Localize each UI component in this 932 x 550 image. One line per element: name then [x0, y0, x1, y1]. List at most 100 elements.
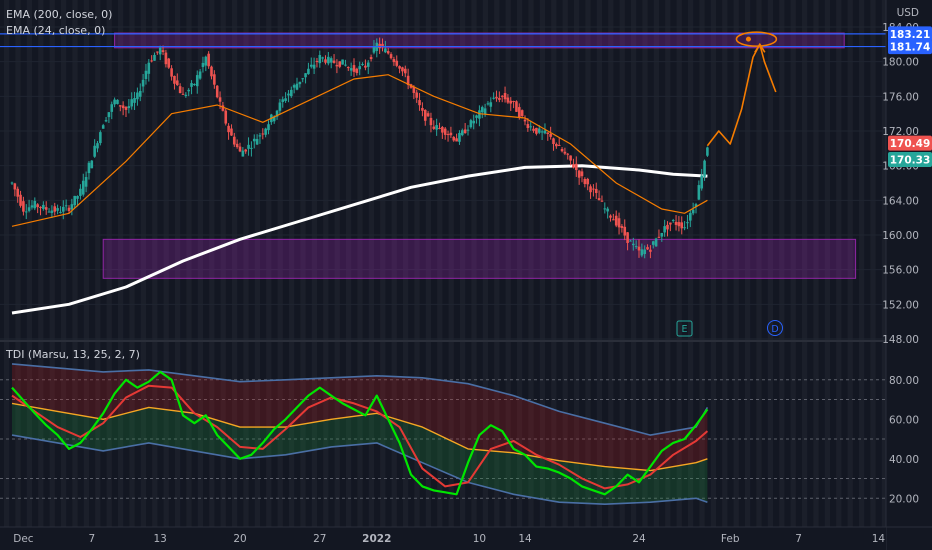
legend-tdi[interactable]: TDI (Marsu, 13, 25, 2, 7): [6, 348, 140, 361]
session-stripe: [551, 0, 557, 527]
tdi-tick-label: 80.00: [889, 375, 919, 387]
time-axis-background[interactable]: [0, 527, 886, 550]
session-stripes: [4, 0, 887, 527]
candle-body: [184, 94, 188, 97]
candle-body: [689, 213, 692, 221]
candle-body: [261, 133, 265, 135]
candle-body: [537, 128, 541, 133]
session-stripe: [357, 0, 363, 527]
candle-body: [498, 97, 501, 100]
session-stripe: [767, 0, 773, 527]
candle-body: [406, 75, 410, 86]
candle-body: [164, 52, 168, 65]
candle-body: [478, 110, 481, 119]
candle-body: [113, 99, 116, 105]
candle-body: [47, 211, 51, 213]
candle-body: [540, 131, 544, 133]
session-stripe: [528, 0, 534, 527]
session-stripe: [140, 0, 146, 527]
candle-body: [64, 205, 68, 207]
session-stripe: [232, 0, 238, 527]
session-stripe: [722, 0, 728, 527]
price-badge: [888, 151, 932, 167]
legend-ema200[interactable]: EMA (200, close, 0): [6, 8, 113, 21]
candle-body: [215, 85, 219, 98]
session-stripe: [859, 0, 865, 527]
session-stripe: [642, 0, 648, 527]
supply-demand-zone: [114, 32, 845, 49]
candle-body: [138, 90, 142, 97]
session-stripe: [300, 0, 306, 527]
time-tick-label: 13: [154, 533, 167, 545]
candle-body: [443, 128, 447, 135]
candle-body: [39, 206, 42, 209]
tdi-tick-label: 60.00: [889, 414, 919, 426]
session-stripe: [802, 0, 808, 527]
candle-body: [654, 238, 658, 247]
session-stripe: [870, 0, 876, 527]
candle-body: [446, 133, 450, 135]
candle-body: [386, 51, 390, 54]
legend-ema24[interactable]: EMA (24, close, 0): [6, 24, 106, 37]
session-stripe: [311, 0, 317, 527]
earnings-marker-label: E: [681, 324, 687, 335]
session-stripe: [38, 0, 44, 527]
candle-body: [489, 102, 493, 107]
session-stripe: [243, 0, 249, 527]
candle-body: [10, 182, 14, 184]
candle-body: [96, 143, 99, 149]
session-stripe: [403, 0, 409, 527]
candle-body: [415, 92, 418, 98]
session-stripe: [574, 0, 580, 527]
price-tick-label: 160.00: [882, 230, 919, 242]
session-stripe: [346, 0, 352, 527]
candle-body: [392, 58, 396, 63]
session-stripe: [368, 0, 374, 527]
price-axis-background[interactable]: [886, 0, 932, 550]
candle-body: [535, 127, 538, 134]
candle-body: [512, 101, 515, 103]
candle-body: [609, 215, 612, 218]
dividend-marker[interactable]: D: [767, 320, 783, 336]
candle-body: [247, 144, 250, 149]
session-stripe: [391, 0, 397, 527]
session-stripe: [847, 0, 853, 527]
candle-body: [213, 74, 216, 85]
session-stripe: [414, 0, 420, 527]
session-stripe: [596, 0, 602, 527]
candle-body: [338, 61, 342, 67]
session-stripe: [482, 0, 488, 527]
candle-body: [147, 62, 151, 74]
candle-body: [204, 56, 208, 66]
session-stripe: [745, 0, 751, 527]
candle-body: [597, 198, 601, 201]
candle-body: [529, 126, 532, 128]
candle-body: [207, 53, 210, 67]
candle-body: [335, 64, 339, 67]
earnings-marker[interactable]: E: [676, 320, 693, 337]
session-stripe: [95, 0, 101, 527]
time-tick-label: 7: [88, 533, 95, 545]
candle-body: [62, 206, 65, 212]
session-stripe: [61, 0, 67, 527]
candle-body: [201, 62, 205, 68]
session-stripe: [186, 0, 192, 527]
candle-body: [606, 208, 609, 212]
candle-body: [429, 117, 433, 126]
candle-body: [181, 93, 185, 95]
candle-body: [244, 149, 247, 152]
session-stripe: [756, 0, 762, 527]
candle-body: [555, 143, 558, 147]
candle-body: [36, 204, 39, 208]
candle-body: [130, 99, 133, 107]
candle-body: [589, 186, 592, 193]
candle-body: [250, 147, 253, 149]
session-stripe: [49, 0, 55, 527]
candle-body: [158, 47, 162, 55]
tdi-tick-label: 40.00: [889, 454, 919, 466]
candle-body: [33, 200, 37, 209]
session-stripe: [277, 0, 283, 527]
candle-body: [495, 96, 498, 99]
